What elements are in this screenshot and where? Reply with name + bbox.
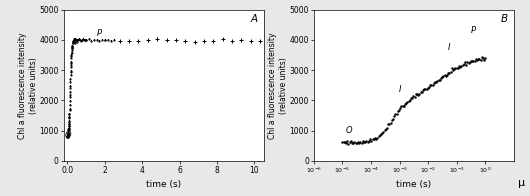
- Y-axis label: Chl a fluorescence intensity
(relative units): Chl a fluorescence intensity (relative u…: [268, 32, 288, 139]
- Text: I: I: [70, 47, 73, 56]
- Text: B: B: [501, 14, 508, 24]
- Text: O: O: [346, 126, 352, 135]
- Text: A: A: [251, 14, 258, 24]
- Y-axis label: Chl a fluorescence intensity
(relative units): Chl a fluorescence intensity (relative u…: [17, 32, 38, 139]
- Text: μ: μ: [518, 178, 525, 188]
- Text: I: I: [448, 43, 451, 52]
- X-axis label: time (s): time (s): [146, 180, 181, 189]
- X-axis label: time (s): time (s): [396, 181, 431, 190]
- Text: O: O: [65, 131, 71, 140]
- Text: I: I: [399, 85, 401, 94]
- Text: P: P: [471, 26, 475, 35]
- Text: P: P: [96, 29, 101, 38]
